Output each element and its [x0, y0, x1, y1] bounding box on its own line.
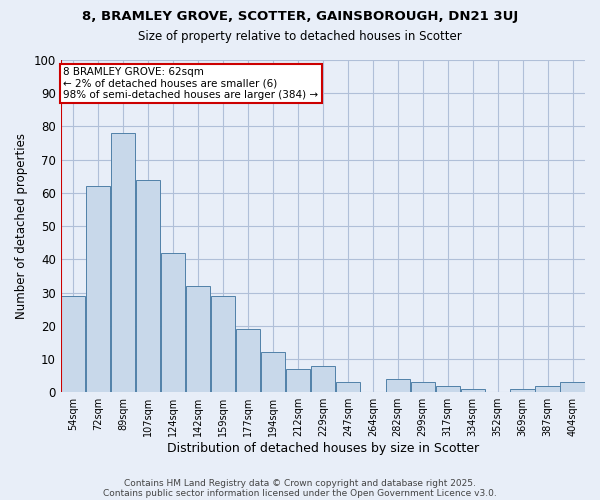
Bar: [211, 296, 235, 392]
Bar: [511, 389, 535, 392]
X-axis label: Distribution of detached houses by size in Scotter: Distribution of detached houses by size …: [167, 442, 479, 455]
Bar: [186, 286, 210, 392]
Bar: [286, 369, 310, 392]
Y-axis label: Number of detached properties: Number of detached properties: [15, 133, 28, 319]
Bar: [111, 133, 135, 392]
Text: 8, BRAMLEY GROVE, SCOTTER, GAINSBOROUGH, DN21 3UJ: 8, BRAMLEY GROVE, SCOTTER, GAINSBOROUGH,…: [82, 10, 518, 23]
Bar: [535, 386, 560, 392]
Text: 8 BRAMLEY GROVE: 62sqm
← 2% of detached houses are smaller (6)
98% of semi-detac: 8 BRAMLEY GROVE: 62sqm ← 2% of detached …: [63, 66, 319, 100]
Bar: [311, 366, 335, 392]
Bar: [236, 329, 260, 392]
Bar: [136, 180, 160, 392]
Bar: [560, 382, 584, 392]
Text: Contains public sector information licensed under the Open Government Licence v3: Contains public sector information licen…: [103, 488, 497, 498]
Bar: [410, 382, 435, 392]
Bar: [461, 389, 485, 392]
Text: Contains HM Land Registry data © Crown copyright and database right 2025.: Contains HM Land Registry data © Crown c…: [124, 478, 476, 488]
Bar: [86, 186, 110, 392]
Bar: [386, 379, 410, 392]
Bar: [335, 382, 360, 392]
Bar: [261, 352, 285, 392]
Bar: [161, 252, 185, 392]
Bar: [61, 296, 85, 392]
Bar: [436, 386, 460, 392]
Text: Size of property relative to detached houses in Scotter: Size of property relative to detached ho…: [138, 30, 462, 43]
